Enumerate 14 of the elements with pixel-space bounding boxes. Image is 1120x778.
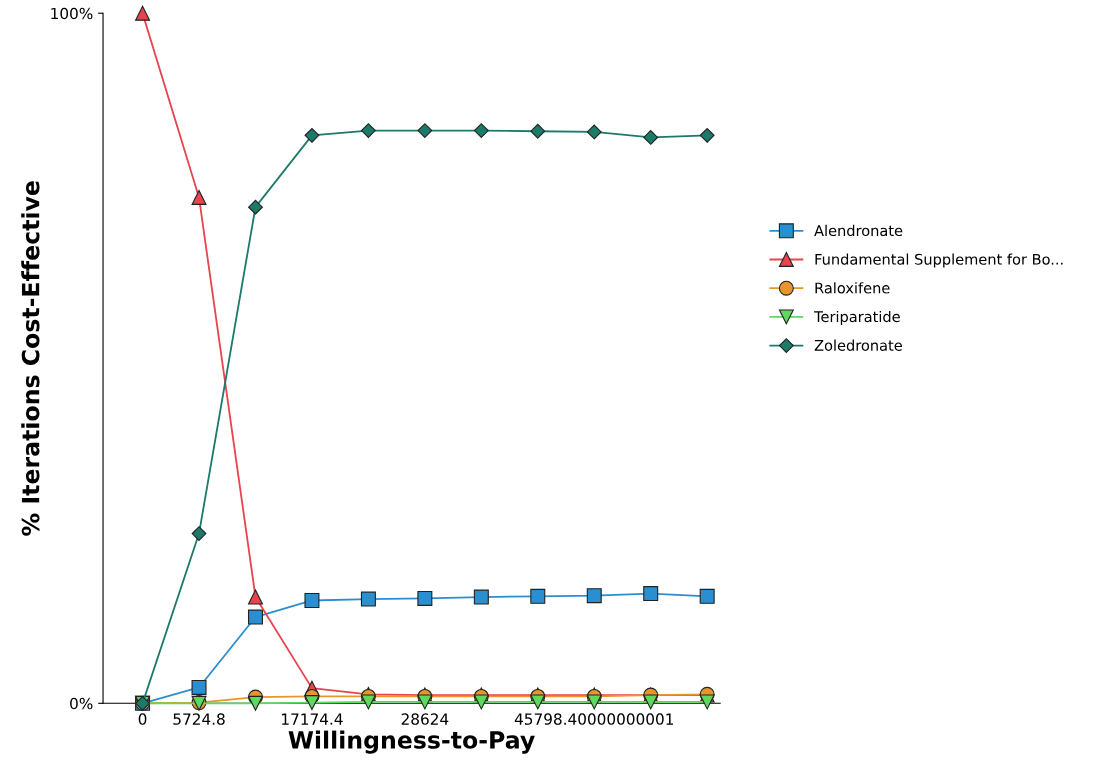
legend-label: Zoledronate: [814, 339, 902, 351]
legend-label: Raloxifene: [815, 282, 890, 294]
legend-label: Fundamental Supplement for Bo...: [815, 253, 1063, 268]
y-axis-title: % Iterations Cost-Effective: [21, 181, 40, 536]
x-tick-label: 5724.8: [173, 713, 225, 725]
legend-label: Alendronate: [814, 224, 903, 237]
x-axis-title: Willingness-to-Pay: [288, 730, 535, 754]
x-tick-label: 17174.4: [282, 713, 343, 725]
legend-label: Teriparatide: [814, 310, 900, 326]
x-tick-label: 45798.40000000001: [514, 713, 674, 725]
x-tick-label: 0: [138, 713, 147, 725]
x-tick-label: 28624: [401, 713, 449, 725]
y-tick-label: 100%: [51, 7, 93, 20]
y-tick-label: 0%: [70, 697, 93, 710]
